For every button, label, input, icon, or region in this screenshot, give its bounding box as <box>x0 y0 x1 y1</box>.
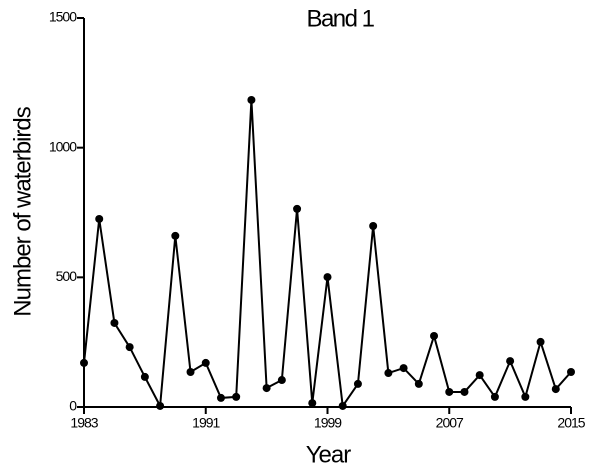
data-point <box>369 221 378 230</box>
y-tick-label: 1000 <box>49 138 77 154</box>
data-point <box>293 204 302 213</box>
data-point <box>80 358 88 367</box>
data-point <box>506 357 515 366</box>
data-point <box>430 331 439 340</box>
data-point <box>110 318 119 327</box>
data-point <box>216 393 225 402</box>
y-axis-label: Number of waterbirds <box>9 106 36 316</box>
data-point <box>232 392 241 401</box>
x-tick-label: 2007 <box>436 415 464 431</box>
x-tick-label: 1983 <box>70 415 98 431</box>
data-point <box>247 95 256 104</box>
data-point <box>490 392 499 401</box>
data-point <box>156 401 165 410</box>
y-tick-label: 500 <box>56 268 78 284</box>
data-point <box>460 387 469 396</box>
data-point <box>338 401 347 410</box>
y-tick-label: 1500 <box>49 9 77 25</box>
data-point <box>125 343 134 352</box>
x-tick-label: 1991 <box>192 415 220 431</box>
data-point <box>445 387 454 396</box>
data-point <box>201 358 210 367</box>
x-axis-label: Year <box>306 441 352 468</box>
data-point <box>399 364 408 373</box>
data-point <box>186 367 195 376</box>
data-point <box>414 379 423 388</box>
data-point <box>140 372 149 381</box>
data-point <box>536 337 545 346</box>
x-tick-label: 2015 <box>557 415 585 431</box>
chart-title: Band 1 <box>306 5 374 32</box>
data-point <box>475 371 484 380</box>
data-point <box>277 376 286 385</box>
data-point <box>95 214 104 223</box>
data-point <box>171 231 180 240</box>
data-point <box>567 367 575 376</box>
data-point <box>521 392 530 401</box>
y-tick-label: 0 <box>69 398 77 414</box>
data-point <box>551 385 560 394</box>
data-point <box>323 273 332 282</box>
x-tick-label: 1999 <box>314 415 342 431</box>
data-point <box>308 399 317 408</box>
series-line <box>83 99 572 410</box>
data-point <box>353 379 362 388</box>
data-point <box>262 384 271 393</box>
data-point <box>384 369 393 378</box>
